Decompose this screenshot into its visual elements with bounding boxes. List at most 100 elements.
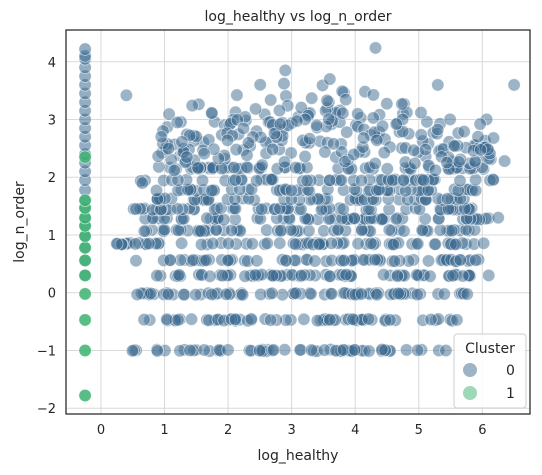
data-point-cluster-0 [160,312,174,326]
data-point-cluster-0 [277,77,291,91]
data-point-cluster-0 [317,343,332,357]
x-tick-label: 2 [224,423,232,438]
data-point-cluster-0 [284,183,298,198]
data-point-cluster-0 [325,287,339,301]
data-point-cluster-0 [309,118,324,132]
data-point-cluster-0 [336,343,350,357]
data-point-cluster-0 [184,312,199,326]
data-point-cluster-0 [149,183,164,198]
data-point-cluster-0 [443,112,457,127]
data-point-cluster-0 [252,343,267,358]
data-point-cluster-1 [78,313,92,327]
data-point-cluster-0 [253,78,267,92]
data-point-cluster-0 [170,202,184,216]
data-point-cluster-0 [254,287,268,301]
data-point-cluster-0 [411,237,425,251]
data-point-cluster-0 [288,237,303,251]
legend-label-cluster-1: 1 [506,386,515,402]
data-point-cluster-0 [205,287,219,301]
data-point-cluster-0 [387,254,402,268]
data-point-cluster-0 [453,174,467,188]
data-point-cluster-0 [221,343,235,357]
data-point-cluster-0 [418,143,433,157]
data-point-cluster-0 [375,212,389,226]
data-point-cluster-0 [119,88,134,102]
legend: Cluster 0 1 [453,333,527,409]
legend-label-cluster-0: 0 [506,363,515,379]
data-point-cluster-1 [78,268,92,282]
data-point-cluster-0 [399,343,414,357]
data-point-cluster-0 [449,237,463,251]
data-point-cluster-0 [244,312,258,326]
data-point-cluster-0 [230,88,244,102]
data-point-cluster-0 [322,173,337,187]
data-point-cluster-0 [154,130,168,144]
data-point-cluster-0 [248,268,262,282]
data-point-cluster-0 [125,344,139,358]
y-axis-label: log_n_order [12,181,28,263]
data-point-cluster-0 [290,114,304,128]
data-point-cluster-0 [260,236,274,250]
data-point-cluster-0 [376,268,391,282]
data-point-cluster-0 [410,343,425,357]
data-point-cluster-0 [457,125,471,139]
data-point-cluster-0 [150,268,164,283]
x-axis-label: log_healthy [258,448,339,464]
data-point-cluster-0 [224,223,239,237]
data-point-cluster-0 [410,268,424,282]
data-point-cluster-0 [217,213,231,227]
data-point-cluster-0 [206,236,220,251]
data-point-cluster-0 [375,342,389,357]
data-point-cluster-0 [331,223,345,237]
data-point-cluster-0 [157,223,172,237]
data-point-cluster-0 [302,224,316,238]
data-point-cluster-0 [439,343,453,358]
data-point-cluster-0 [368,253,382,267]
data-point-cluster-0 [320,93,334,108]
data-point-cluster-0 [200,211,214,225]
data-point-cluster-0 [273,117,287,131]
data-point-cluster-0 [305,91,319,105]
data-point-cluster-0 [386,237,401,252]
data-point-cluster-0 [382,223,396,237]
data-point-cluster-0 [347,147,361,162]
data-point-cluster-0 [300,160,314,174]
data-point-cluster-0 [274,224,288,238]
data-point-cluster-0 [135,176,149,190]
data-point-cluster-0 [219,287,233,301]
plot-frame [65,29,531,415]
data-point-cluster-0 [473,117,487,131]
x-tick-label: 3 [288,423,296,438]
data-point-cluster-0 [266,343,281,357]
data-point-cluster-0 [175,135,189,149]
x-tick-labels: 0 1 2 3 4 5 6 [97,423,487,438]
data-point-cluster-0 [161,287,175,301]
data-point-cluster-0 [214,201,228,215]
data-point-cluster-0 [170,115,184,130]
data-point-cluster-0 [265,142,280,156]
data-point-cluster-0 [199,253,213,267]
data-point-cluster-0 [431,122,445,137]
data-point-cluster-0 [277,155,292,169]
data-point-cluster-0 [414,106,428,120]
data-point-cluster-0 [241,136,256,150]
chart-title: log_healthy vs log_n_order [205,9,392,25]
data-point-cluster-1 [78,343,92,358]
data-point-cluster-0 [195,173,210,188]
data-point-cluster-0 [440,192,455,206]
data-point-cluster-0 [289,161,303,175]
data-point-cluster-0 [227,160,241,175]
data-point-cluster-0 [289,286,303,300]
legend-marker-cluster-0 [463,363,477,377]
data-point-cluster-0 [420,115,434,129]
data-point-cluster-0 [162,107,176,121]
data-point-cluster-0 [446,269,460,283]
data-point-cluster-0 [203,269,217,283]
data-point-cluster-0 [395,97,409,111]
data-point-cluster-0 [236,288,250,302]
data-point-cluster-0 [423,269,437,283]
data-point-cluster-0 [278,63,292,78]
data-point-cluster-0 [389,212,403,226]
data-point-cluster-0 [476,236,491,250]
